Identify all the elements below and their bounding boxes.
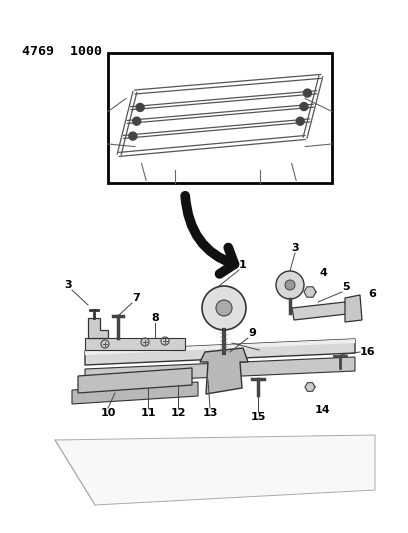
Text: 16: 16 xyxy=(360,347,376,357)
Text: 3: 3 xyxy=(64,280,72,290)
Text: 4769  1000: 4769 1000 xyxy=(22,45,102,58)
Circle shape xyxy=(133,117,141,125)
Text: 8: 8 xyxy=(151,313,159,323)
Circle shape xyxy=(216,300,232,316)
Polygon shape xyxy=(85,357,355,383)
Polygon shape xyxy=(85,339,355,355)
Circle shape xyxy=(276,271,304,299)
Polygon shape xyxy=(88,318,108,338)
Text: 2: 2 xyxy=(259,345,267,355)
Text: 6: 6 xyxy=(368,289,376,299)
Text: 3: 3 xyxy=(291,243,299,253)
Text: 12: 12 xyxy=(170,408,186,418)
Text: 13: 13 xyxy=(202,408,218,418)
Circle shape xyxy=(296,117,304,125)
Text: 9: 9 xyxy=(248,328,256,338)
Circle shape xyxy=(300,102,308,110)
Polygon shape xyxy=(78,368,192,393)
Circle shape xyxy=(136,103,144,111)
Text: 14: 14 xyxy=(315,405,330,415)
Text: 4: 4 xyxy=(320,268,328,278)
FancyArrowPatch shape xyxy=(185,196,235,274)
Text: 15: 15 xyxy=(251,412,266,422)
Text: 10: 10 xyxy=(100,408,116,418)
Text: 5: 5 xyxy=(342,282,350,292)
Bar xyxy=(85,338,185,350)
Circle shape xyxy=(304,89,311,97)
Polygon shape xyxy=(345,295,362,322)
Polygon shape xyxy=(305,383,315,391)
Polygon shape xyxy=(304,287,316,297)
Circle shape xyxy=(285,280,295,290)
Polygon shape xyxy=(292,302,347,320)
Bar xyxy=(108,53,332,183)
Polygon shape xyxy=(85,339,355,365)
Circle shape xyxy=(129,132,137,140)
Circle shape xyxy=(202,286,246,330)
Polygon shape xyxy=(200,348,248,394)
Polygon shape xyxy=(72,382,198,404)
Text: 1: 1 xyxy=(239,260,247,270)
Text: 11: 11 xyxy=(140,408,156,418)
Text: 7: 7 xyxy=(132,293,140,303)
Polygon shape xyxy=(55,435,375,505)
